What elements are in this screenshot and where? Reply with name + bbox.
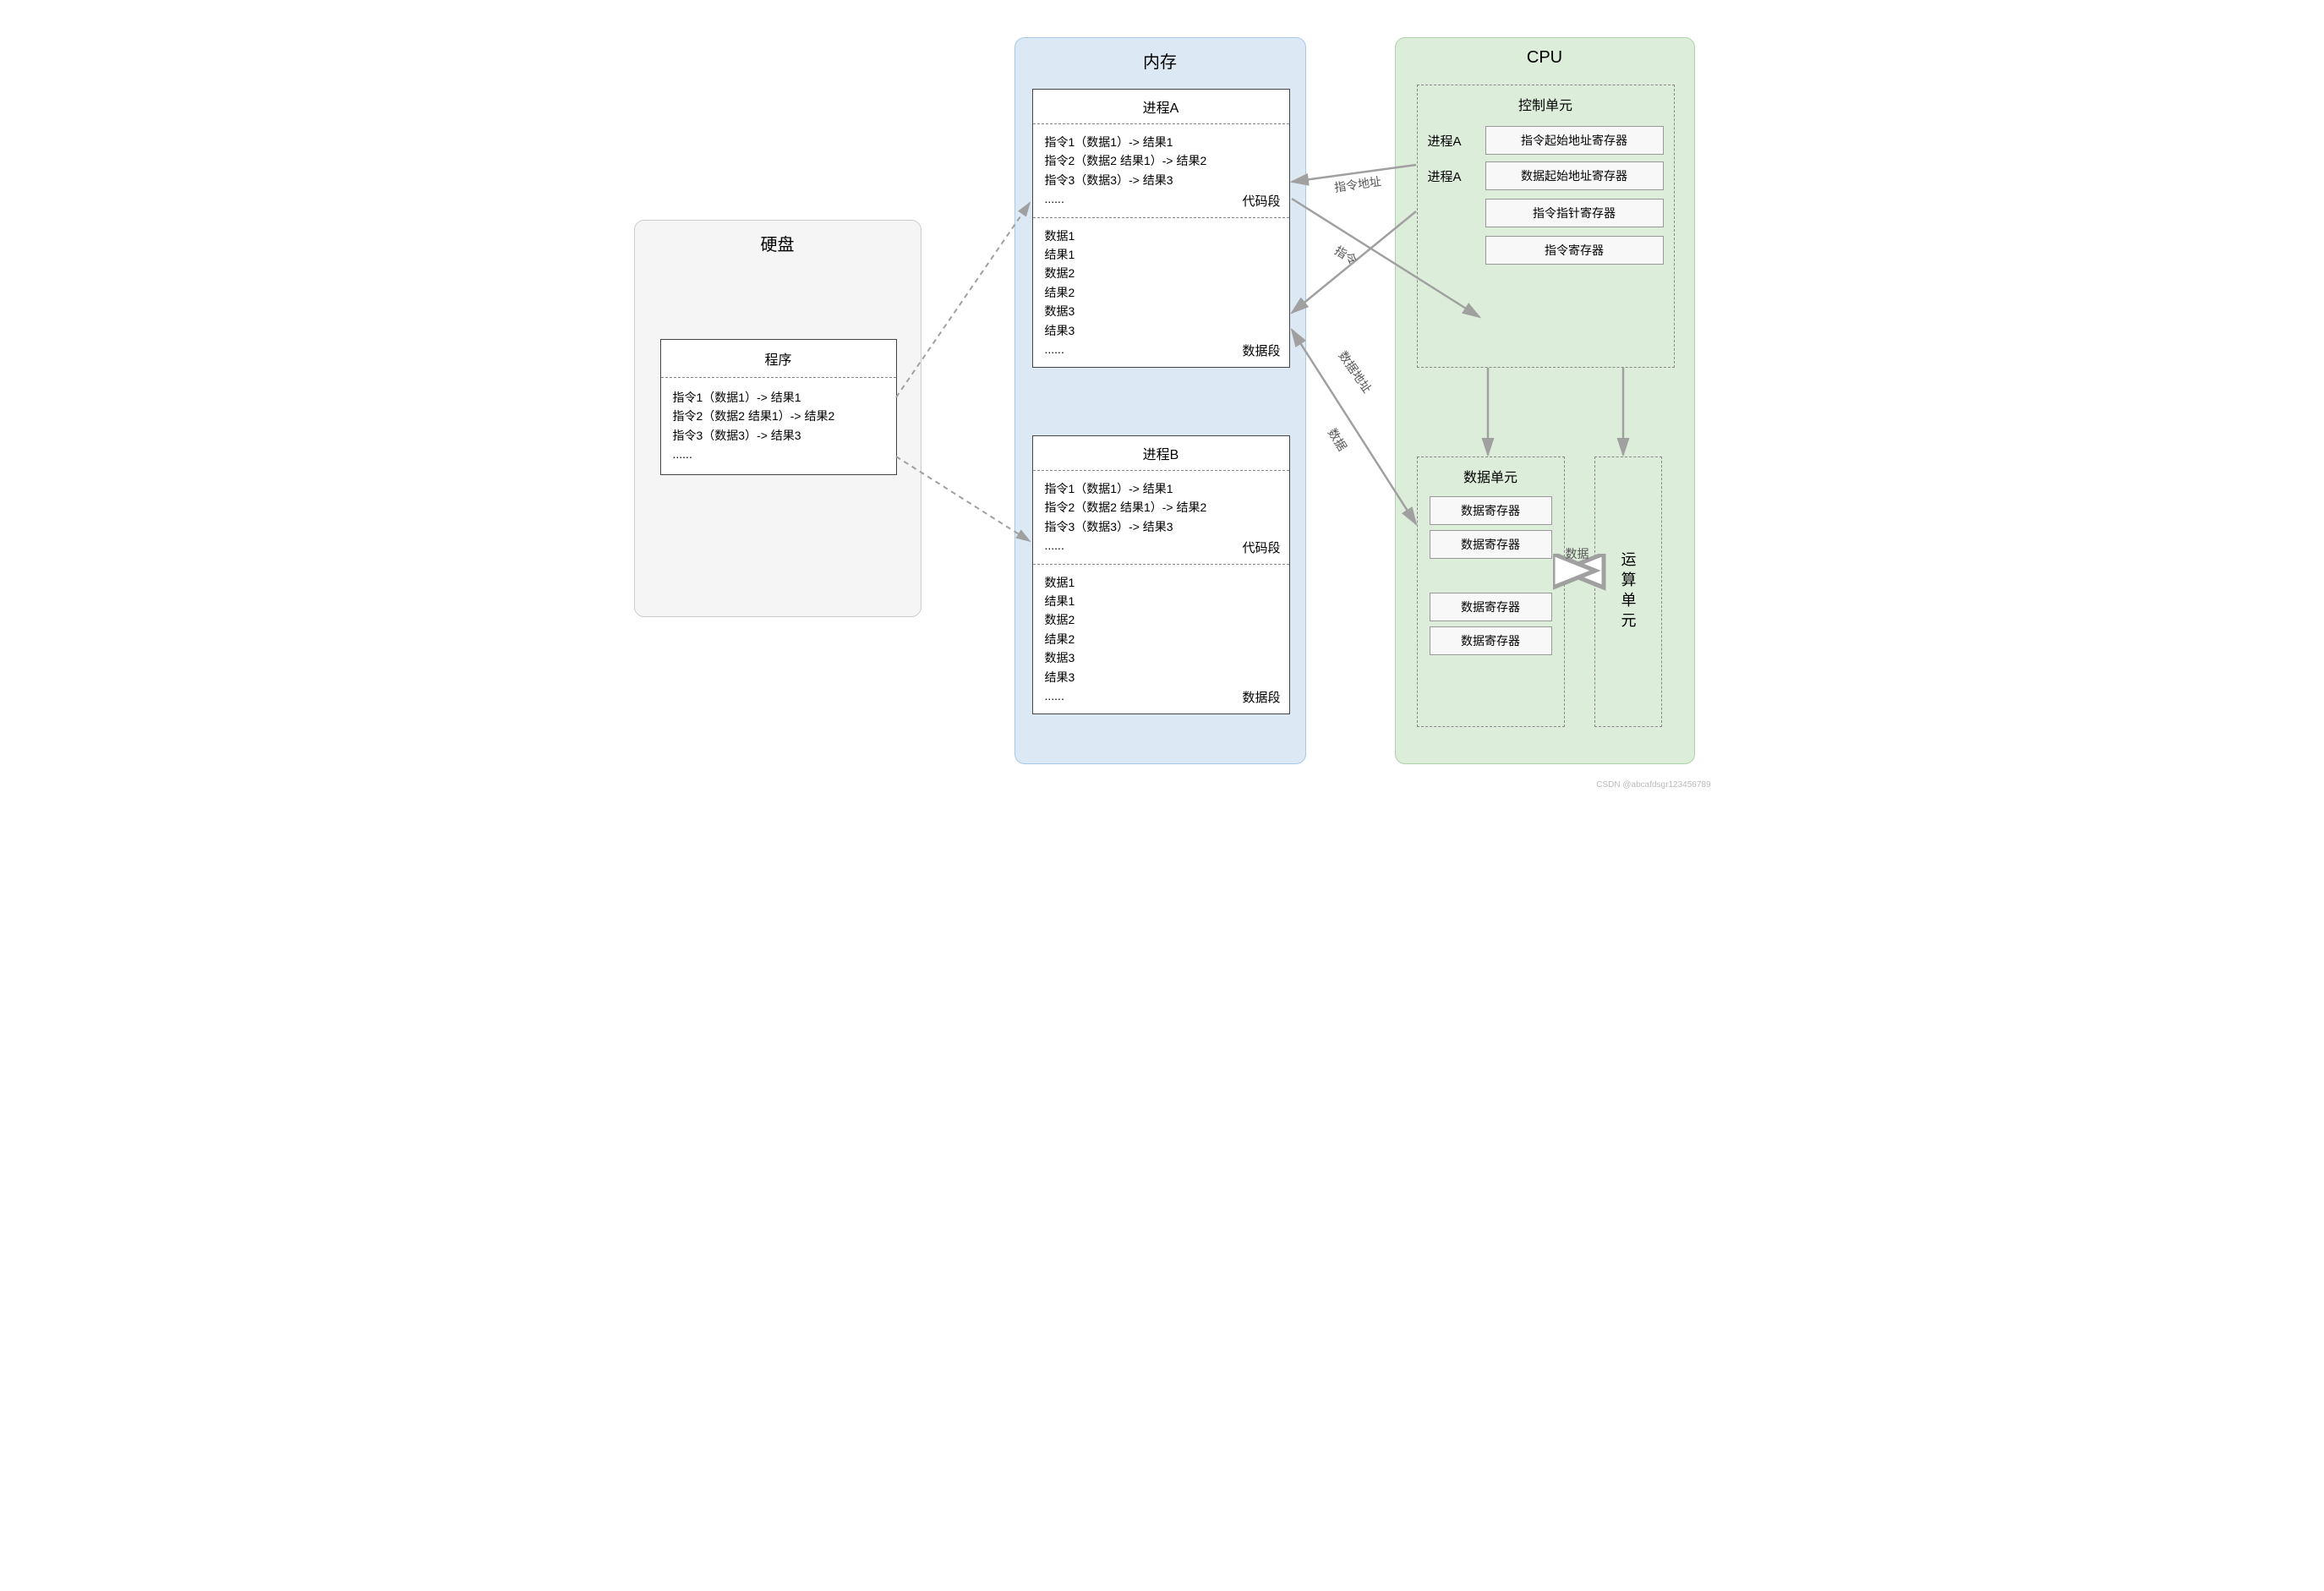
instr-reg: 指令寄存器 [1485,236,1664,265]
label-data-addr: 数据地址 [1334,347,1375,396]
program-box: 程序 指令1（数据1）-> 结果1 指令2（数据2 结果1）-> 结果2 指令3… [660,339,897,475]
data-reg-2: 数据寄存器 [1430,530,1552,559]
program-body: 指令1（数据1）-> 结果1 指令2（数据2 结果1）-> 结果2 指令3（数据… [661,378,896,474]
instr-start-addr-reg: 指令起始地址寄存器 [1485,126,1664,155]
process-b-code: 指令1（数据1）-> 结果1 指令2（数据2 结果1）-> 结果2 指令3（数据… [1033,470,1289,564]
reg-row1-label: 进程A [1428,132,1477,150]
process-a-code: 指令1（数据1）-> 结果1 指令2（数据2 结果1）-> 结果2 指令3（数据… [1033,123,1289,217]
data-start-addr-reg: 数据起始地址寄存器 [1485,161,1664,190]
process-b-code-lines: 指令1（数据1）-> 结果1 指令2（数据2 结果1）-> 结果2 指令3（数据… [1045,482,1207,552]
memory-panel: 内存 进程A 指令1（数据1）-> 结果1 指令2（数据2 结果1）-> 结果2… [1014,37,1306,764]
label-instr-addr: 指令地址 [1332,172,1381,196]
process-b-code-label: 代码段 [1242,539,1280,559]
data-reg-4: 数据寄存器 [1430,626,1552,655]
data-unit-spacer [1418,564,1564,588]
label-data-h: 数据 [1566,545,1589,562]
hdd-title: 硬盘 [635,221,921,262]
instr-pointer-reg: 指令指针寄存器 [1485,199,1664,227]
process-a-data-label: 数据段 [1242,342,1280,362]
watermark: CSDN @abcafdsgr123456789 [1596,780,1710,790]
label-data: 数据 [1324,425,1351,454]
process-b-data-label: 数据段 [1242,688,1280,708]
process-a-title: 进程A [1033,90,1289,123]
reg-row2-label: 进程A [1428,167,1477,185]
data-unit: 数据单元 数据寄存器 数据寄存器 数据寄存器 数据寄存器 [1417,457,1565,727]
diagram-root: 硬盘 程序 指令1（数据1）-> 结果1 指令2（数据2 结果1）-> 结果2 … [609,17,1716,786]
reg-row-2: 进程A 数据起始地址寄存器 [1428,161,1664,190]
process-b-data: 数据1 结果1 数据2 结果2 数据3 结果3 ...... 数据段 [1033,564,1289,714]
hdd-panel: 硬盘 程序 指令1（数据1）-> 结果1 指令2（数据2 结果1）-> 结果2 … [634,220,921,617]
process-a-data-lines: 数据1 结果1 数据2 结果2 数据3 结果3 ...... [1045,229,1075,356]
data-reg-3: 数据寄存器 [1430,593,1552,621]
control-unit: 控制单元 进程A 指令起始地址寄存器 进程A 数据起始地址寄存器 指令指针寄存器… [1417,85,1675,368]
process-b-title: 进程B [1033,436,1289,470]
process-a-data: 数据1 结果1 数据2 结果2 数据3 结果3 ...... 数据段 [1033,217,1289,368]
data-reg-1: 数据寄存器 [1430,496,1552,525]
process-b-data-lines: 数据1 结果1 数据2 结果2 数据3 结果3 ...... [1045,576,1075,703]
process-a-box: 进程A 指令1（数据1）-> 结果1 指令2（数据2 结果1）-> 结果2 指令… [1032,89,1290,368]
control-unit-title: 控制单元 [1418,85,1674,119]
process-b-box: 进程B 指令1（数据1）-> 结果1 指令2（数据2 结果1）-> 结果2 指令… [1032,435,1290,714]
cpu-title: CPU [1396,38,1694,74]
reg-row-1: 进程A 指令起始地址寄存器 [1428,126,1664,155]
memory-title: 内存 [1015,38,1305,79]
program-title: 程序 [661,340,896,378]
process-a-code-label: 代码段 [1242,192,1280,212]
label-instr: 指令 [1331,242,1359,269]
data-unit-title: 数据单元 [1418,457,1564,491]
process-a-code-lines: 指令1（数据1）-> 结果1 指令2（数据2 结果1）-> 结果2 指令3（数据… [1045,135,1207,205]
cpu-panel: CPU 控制单元 进程A 指令起始地址寄存器 进程A 数据起始地址寄存器 指令指… [1395,37,1695,764]
alu-label: 运算单元 [1617,551,1639,632]
alu-unit: 运算单元 [1594,457,1662,727]
